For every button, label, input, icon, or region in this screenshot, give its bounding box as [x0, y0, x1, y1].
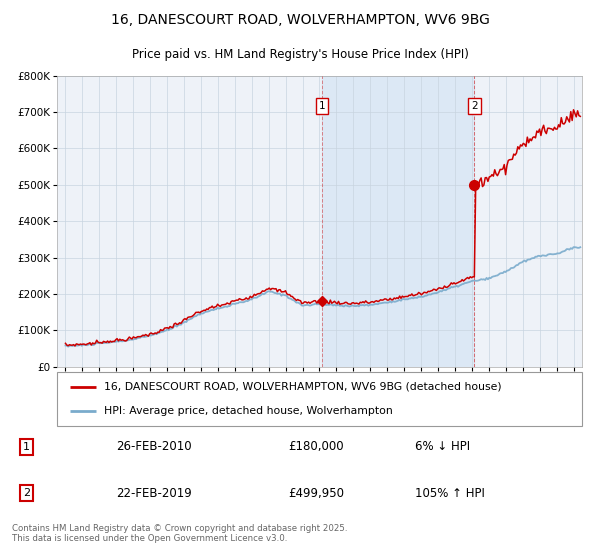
Text: 16, DANESCOURT ROAD, WOLVERHAMPTON, WV6 9BG: 16, DANESCOURT ROAD, WOLVERHAMPTON, WV6 …: [110, 13, 490, 27]
Text: Price paid vs. HM Land Registry's House Price Index (HPI): Price paid vs. HM Land Registry's House …: [131, 48, 469, 61]
Text: 1: 1: [319, 101, 325, 111]
Bar: [322, 76, 475, 367]
Text: 16, DANESCOURT ROAD, WOLVERHAMPTON, WV6 9BG (detached house): 16, DANESCOURT ROAD, WOLVERHAMPTON, WV6 …: [104, 382, 502, 392]
Text: Contains HM Land Registry data © Crown copyright and database right 2025.
This d: Contains HM Land Registry data © Crown c…: [12, 524, 347, 543]
Text: 6% ↓ HPI: 6% ↓ HPI: [415, 440, 470, 454]
Text: 105% ↑ HPI: 105% ↑ HPI: [415, 487, 485, 500]
Text: 2: 2: [23, 488, 30, 498]
Text: 2: 2: [471, 101, 478, 111]
Text: HPI: Average price, detached house, Wolverhampton: HPI: Average price, detached house, Wolv…: [104, 406, 393, 416]
Text: £499,950: £499,950: [289, 487, 344, 500]
Text: 1: 1: [23, 442, 30, 452]
Text: 22-FEB-2019: 22-FEB-2019: [116, 487, 191, 500]
FancyBboxPatch shape: [57, 372, 582, 426]
Text: 26-FEB-2010: 26-FEB-2010: [116, 440, 191, 454]
Text: £180,000: £180,000: [289, 440, 344, 454]
